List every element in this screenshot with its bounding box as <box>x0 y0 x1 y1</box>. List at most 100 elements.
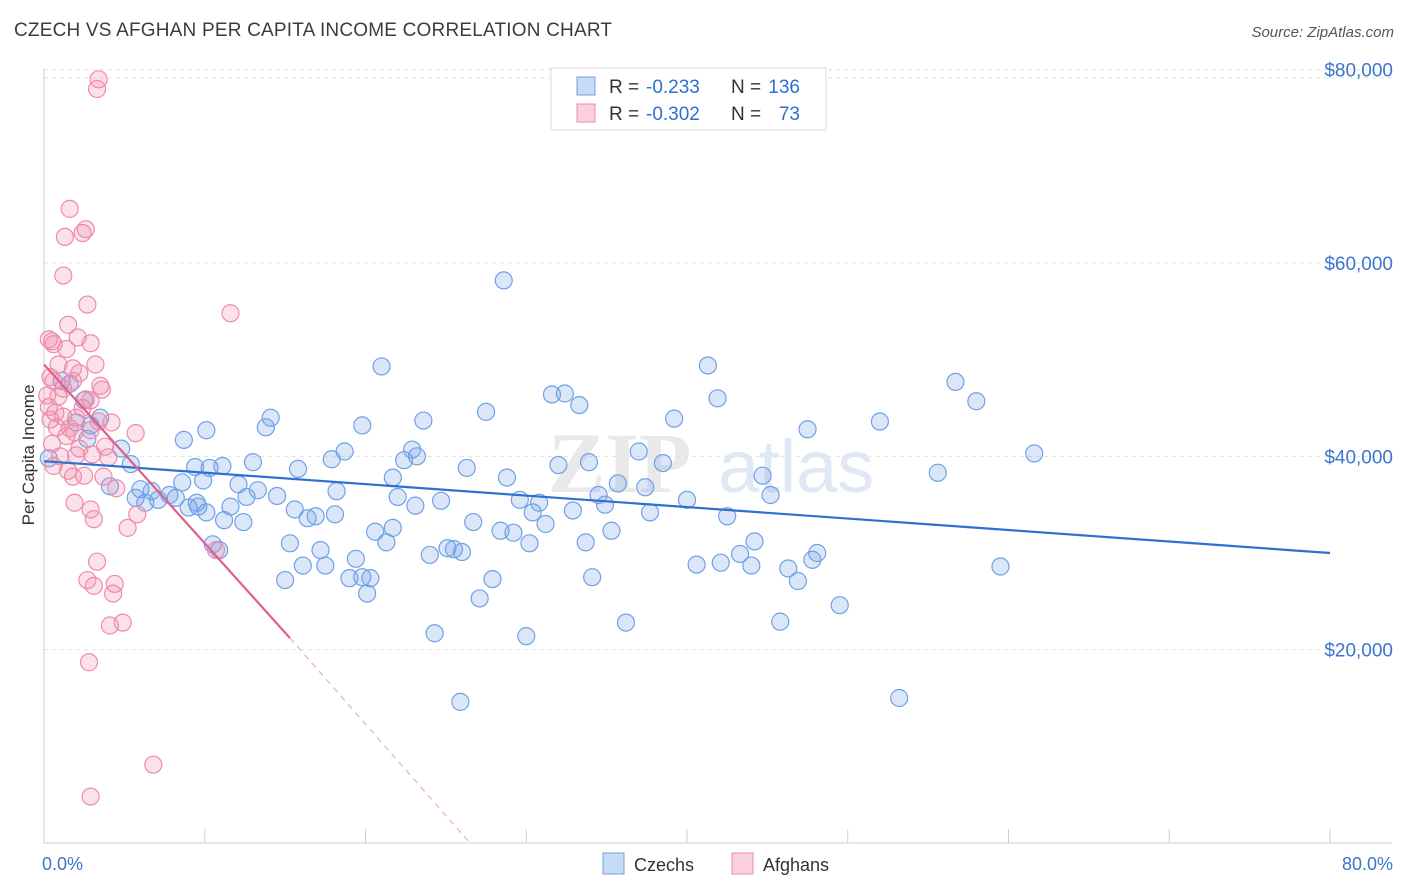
czech-point <box>788 571 808 591</box>
czech-point <box>276 570 295 590</box>
afghan-point <box>57 339 76 359</box>
czech-point <box>452 542 472 562</box>
czech-point <box>457 458 476 478</box>
czech-point <box>665 409 684 428</box>
czech-point <box>520 534 539 553</box>
czech-point <box>438 539 457 558</box>
czech-point <box>288 459 308 478</box>
afghan-point <box>60 419 79 438</box>
czech-point <box>595 495 615 514</box>
czech-point <box>372 357 391 376</box>
czech-point <box>280 534 300 553</box>
czech-point <box>327 482 346 501</box>
czech-point <box>928 463 947 482</box>
afghan-point <box>42 332 62 351</box>
series-legend-swatch-afghans <box>731 852 754 875</box>
legend-r-label: R = <box>609 77 639 98</box>
y-tick-label: $60,000 <box>1324 254 1393 275</box>
axes <box>43 68 1392 844</box>
czech-point <box>406 496 425 515</box>
czech-point <box>730 544 750 564</box>
czech-point <box>946 372 965 391</box>
czech-point <box>325 505 345 524</box>
czech-point <box>194 471 213 490</box>
legend-n-value: 73 <box>779 104 800 125</box>
y-tick-label: $80,000 <box>1324 61 1393 82</box>
afghan-point <box>67 408 86 427</box>
afghan-point <box>81 421 100 440</box>
afghan-point <box>68 328 87 347</box>
czech-point <box>494 271 513 290</box>
czech-point <box>366 522 385 541</box>
czech-point <box>358 584 377 603</box>
czech-point <box>261 408 280 427</box>
czech-point <box>285 500 304 519</box>
czech-point <box>991 557 1010 576</box>
afghan-point <box>100 616 120 635</box>
chart-title: CZECH VS AFGHAN PER CAPITA INCOME CORREL… <box>14 20 613 41</box>
czech-point <box>464 512 483 532</box>
afghan-point <box>86 355 105 374</box>
afghan-point <box>102 413 121 432</box>
afghan-point <box>128 505 147 524</box>
czech-point <box>771 612 790 631</box>
czech-point <box>100 477 120 496</box>
czech-point <box>425 624 444 643</box>
afghan-point <box>65 493 84 512</box>
tick-labels: $20,000 $40,000 $60,000 $80,000 0.0% 80.0% <box>42 61 1393 874</box>
czech-point <box>549 455 568 475</box>
czech-point <box>504 523 523 542</box>
czech-point <box>316 556 335 575</box>
czech-point <box>383 518 402 537</box>
afghan-point <box>95 437 115 456</box>
czech-point <box>1025 444 1044 463</box>
legend-n-label: N = <box>731 104 761 125</box>
czech-point <box>779 559 798 578</box>
legend-swatch-afghans <box>576 103 596 123</box>
y-tick-label: $20,000 <box>1324 641 1393 662</box>
czech-point <box>353 416 372 435</box>
afghan-point <box>126 424 145 443</box>
czech-point <box>523 503 542 522</box>
afghans-points <box>38 70 240 806</box>
czech-point <box>653 454 672 473</box>
czech-point <box>616 613 636 632</box>
afghan-point <box>81 500 100 519</box>
series-legend: Czechs Afghans <box>602 852 829 875</box>
czech-point <box>414 411 433 430</box>
czech-point <box>798 420 817 439</box>
czech-point <box>967 392 986 411</box>
watermark-atlas: atlas <box>718 425 874 508</box>
czech-point <box>361 569 380 588</box>
afghan-point <box>118 518 137 537</box>
czech-point <box>808 543 827 563</box>
czech-point <box>583 568 602 587</box>
czech-point <box>173 473 192 492</box>
czech-point <box>174 430 193 449</box>
czech-point <box>677 490 697 509</box>
czech-point <box>636 478 655 497</box>
afghan-point <box>41 367 60 387</box>
afghan-point <box>206 540 226 560</box>
czech-point <box>687 555 706 574</box>
czech-point <box>431 491 451 510</box>
czech-point <box>237 487 256 507</box>
czech-point <box>121 454 140 474</box>
series-legend-swatch-czechs <box>602 852 625 875</box>
czech-point <box>243 453 263 472</box>
czech-point <box>555 384 574 403</box>
afghan-point <box>91 376 110 395</box>
czech-point <box>335 442 354 461</box>
czech-point <box>753 466 772 485</box>
czech-point <box>589 485 608 505</box>
czech-point <box>248 481 267 500</box>
czech-point <box>742 556 761 575</box>
x-tick-label-max: 80.0% <box>1342 854 1393 874</box>
afghan-point <box>107 479 126 498</box>
legend-n-value: 136 <box>768 77 800 98</box>
czech-point <box>711 553 730 572</box>
czech-point <box>340 569 359 588</box>
afghan-point <box>104 584 123 603</box>
y-axis-label: Per Capita Income <box>19 385 38 526</box>
afghan-point <box>73 223 92 243</box>
